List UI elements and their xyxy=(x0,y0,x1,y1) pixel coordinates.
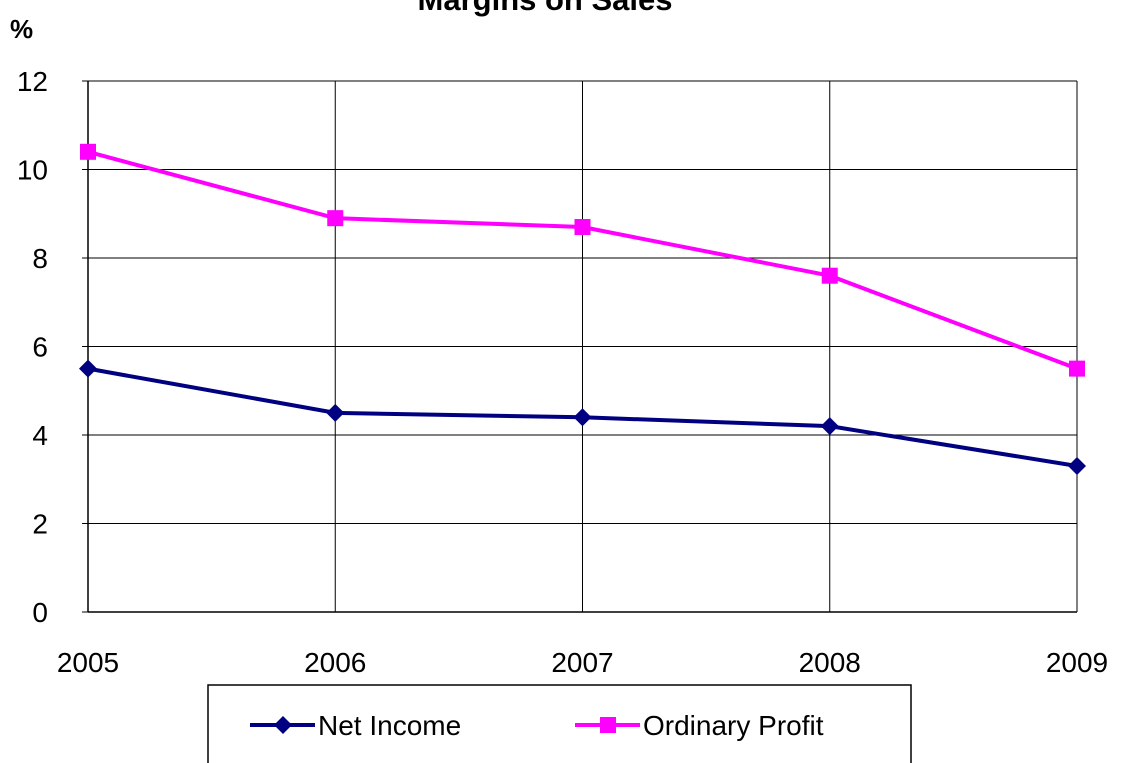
legend-marker xyxy=(274,716,292,734)
x-tick-label: 2007 xyxy=(551,647,613,678)
data-point xyxy=(574,219,591,236)
y-tick-label: 8 xyxy=(32,243,48,274)
y-tick-label: 12 xyxy=(17,66,48,97)
y-tick-label: 6 xyxy=(32,332,48,363)
data-point xyxy=(80,143,96,160)
data-point xyxy=(1069,360,1085,377)
legend-marker xyxy=(600,717,616,733)
data-point xyxy=(820,417,839,436)
data-point xyxy=(573,408,592,427)
x-tick-label: 2008 xyxy=(799,647,861,678)
x-tick-label: 2006 xyxy=(304,647,366,678)
x-tick-label: 2005 xyxy=(57,647,119,678)
y-tick-label: 2 xyxy=(32,509,48,540)
data-point xyxy=(327,210,344,227)
chart-title: Margins on Sales xyxy=(418,0,673,17)
y-tick-label: 10 xyxy=(17,155,48,186)
data-point xyxy=(326,403,345,422)
legend-label: Net Income xyxy=(318,710,461,741)
legend-label: Ordinary Profit xyxy=(643,710,824,741)
legend-box xyxy=(207,684,912,763)
data-point xyxy=(79,359,97,378)
y-tick-label: 4 xyxy=(32,420,48,451)
y-axis-label: % xyxy=(10,14,33,44)
x-tick-label: 2009 xyxy=(1046,647,1108,678)
data-point xyxy=(821,267,838,284)
data-point xyxy=(1068,456,1086,475)
y-tick-label: 0 xyxy=(32,597,48,628)
